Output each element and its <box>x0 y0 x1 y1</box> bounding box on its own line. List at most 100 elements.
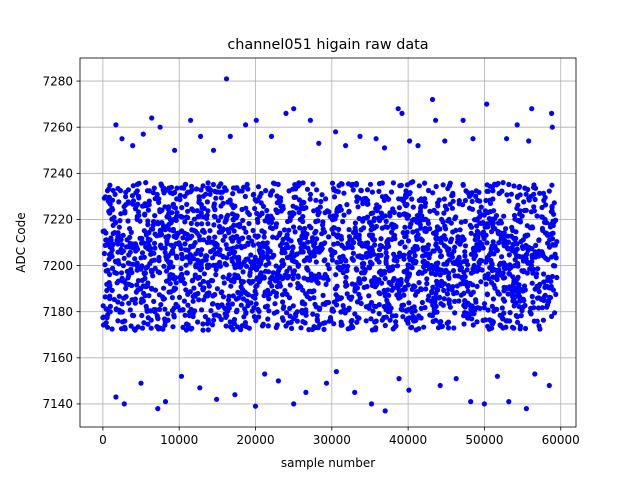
data-point <box>152 245 158 251</box>
data-point <box>238 284 244 290</box>
data-point <box>373 325 379 331</box>
data-point <box>132 256 138 262</box>
data-point <box>366 250 372 256</box>
data-point <box>106 256 112 262</box>
data-point <box>480 231 486 237</box>
data-point <box>449 205 455 211</box>
data-point <box>457 241 463 247</box>
data-point <box>188 183 195 189</box>
data-point <box>313 259 319 265</box>
data-point-outlier <box>399 110 405 116</box>
data-point <box>129 193 135 199</box>
data-point <box>418 286 424 292</box>
data-point <box>473 299 479 305</box>
data-point <box>528 263 535 269</box>
data-point <box>489 260 495 266</box>
data-point <box>245 240 251 246</box>
data-point <box>280 263 286 269</box>
data-point <box>372 319 378 325</box>
data-point <box>376 302 382 308</box>
data-point <box>425 242 431 248</box>
data-point <box>292 182 298 188</box>
data-point <box>148 267 154 274</box>
data-point <box>264 240 270 246</box>
data-point <box>164 241 170 247</box>
data-point <box>382 275 388 282</box>
data-point <box>456 298 462 304</box>
data-point <box>219 302 225 308</box>
data-point <box>228 246 234 252</box>
data-point <box>494 276 500 283</box>
data-point <box>397 212 403 218</box>
data-point <box>548 278 554 284</box>
data-point <box>354 314 361 320</box>
data-point <box>534 318 540 324</box>
data-point <box>271 252 277 258</box>
data-point-outlier <box>140 131 146 137</box>
data-point <box>286 227 292 233</box>
data-point <box>307 191 314 197</box>
data-point <box>394 258 400 264</box>
data-point <box>344 202 350 208</box>
data-point <box>476 189 482 195</box>
data-point <box>414 234 420 240</box>
data-point-outlier <box>484 101 490 107</box>
data-point <box>183 287 189 293</box>
data-point <box>234 244 240 250</box>
data-point <box>506 270 512 277</box>
data-point <box>203 257 209 263</box>
data-point <box>544 232 551 238</box>
data-point <box>418 225 424 231</box>
data-point <box>468 251 474 257</box>
data-point <box>281 227 288 233</box>
data-point <box>523 233 529 239</box>
data-point <box>212 188 218 194</box>
data-point <box>114 237 120 243</box>
data-point <box>416 326 422 332</box>
data-point <box>387 210 393 216</box>
data-point <box>207 228 213 234</box>
data-point <box>532 249 538 255</box>
data-point <box>316 271 322 277</box>
data-point <box>488 249 494 255</box>
data-point <box>232 203 238 209</box>
data-point <box>544 220 550 226</box>
data-point <box>189 325 195 331</box>
data-point-outlier <box>429 96 436 103</box>
data-point <box>329 257 335 263</box>
data-point <box>318 198 324 205</box>
data-point <box>485 323 491 329</box>
data-point <box>539 249 545 255</box>
data-point <box>506 252 512 258</box>
data-point <box>250 278 256 285</box>
data-point <box>418 305 424 311</box>
data-point <box>511 212 518 219</box>
data-point <box>390 225 396 231</box>
data-point <box>191 256 197 262</box>
data-point <box>156 306 163 312</box>
data-point <box>253 267 260 273</box>
data-point <box>170 272 176 278</box>
data-point <box>545 240 551 246</box>
data-point <box>219 289 225 295</box>
data-point <box>230 327 236 333</box>
data-point <box>497 260 504 266</box>
data-point <box>349 181 356 187</box>
data-point <box>170 324 176 330</box>
data-point <box>119 301 125 307</box>
data-point <box>145 239 151 245</box>
data-point <box>520 269 527 275</box>
data-point <box>165 259 172 265</box>
data-point <box>109 326 115 332</box>
data-point <box>445 319 452 325</box>
data-point <box>368 299 375 306</box>
data-point <box>497 190 503 196</box>
data-point <box>482 208 488 214</box>
data-point <box>225 275 231 281</box>
data-point <box>517 323 524 329</box>
data-point <box>436 197 442 203</box>
data-point <box>246 211 252 218</box>
data-point <box>433 241 439 247</box>
data-point <box>345 307 351 313</box>
data-point <box>287 265 293 271</box>
